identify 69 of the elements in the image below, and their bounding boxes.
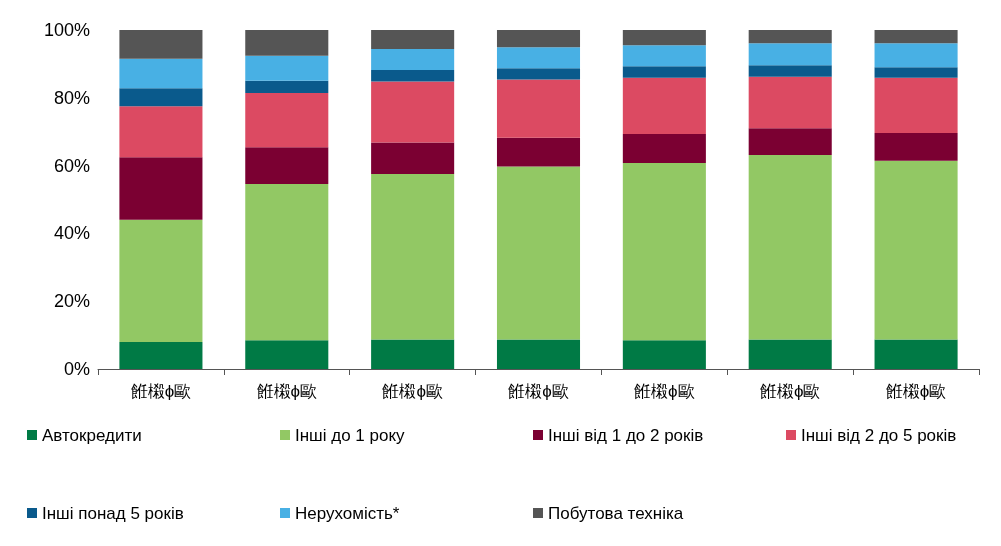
- bar: [119, 157, 203, 220]
- bar: [496, 137, 581, 167]
- bar: [496, 47, 581, 69]
- bar: [748, 155, 832, 340]
- bar: [874, 77, 958, 134]
- bar: [371, 48, 455, 70]
- bar: [119, 341, 203, 369]
- bar: [874, 67, 958, 78]
- bar: [245, 183, 329, 341]
- bar: [245, 147, 329, 184]
- bar: [119, 106, 203, 158]
- bar: [371, 30, 455, 49]
- x-tick-label: 餁樧ϕ歐: [256, 382, 318, 401]
- legend-label: Інші від 1 до 2 років: [548, 425, 704, 445]
- legend-label: Автокредити: [42, 425, 142, 445]
- x-tick-label: 餁樧ϕ歐: [759, 382, 821, 401]
- legend-label: Інші від 2 до 5 років: [801, 425, 957, 445]
- bar: [119, 58, 203, 89]
- bar: [371, 174, 455, 340]
- y-tick-label: 40%: [53, 223, 90, 244]
- legend-label: Інші понад 5 років: [42, 503, 184, 523]
- bar: [874, 160, 958, 340]
- y-tick-label: 0%: [63, 359, 90, 379]
- bar: [622, 77, 706, 135]
- bar: [622, 66, 706, 78]
- x-tick-label: 餁樧ϕ歐: [885, 382, 947, 401]
- bar: [748, 43, 832, 66]
- legend-label: Побутова техніка: [548, 503, 684, 523]
- bar: [622, 340, 706, 369]
- bar: [622, 162, 706, 341]
- bar: [874, 133, 958, 161]
- bar: [748, 65, 832, 77]
- y-tick-label: 20%: [53, 291, 90, 312]
- bar: [245, 55, 329, 81]
- bar: [622, 30, 706, 46]
- bar: [496, 339, 581, 369]
- bar: [874, 30, 958, 44]
- bar: [371, 339, 455, 369]
- legend-label: Нерухомість*: [295, 503, 400, 523]
- x-tick-label: 餁樧ϕ歐: [130, 382, 192, 401]
- y-tick-label: 100%: [43, 20, 90, 40]
- bar: [874, 339, 958, 369]
- y-tick-label: 80%: [53, 87, 90, 108]
- bar: [748, 339, 832, 369]
- y-tick-label: 60%: [53, 155, 90, 176]
- bar: [496, 30, 581, 48]
- x-tick-label: 餁樧ϕ歐: [382, 382, 443, 401]
- bar: [496, 79, 581, 138]
- x-tick-label: 餁樧ϕ歐: [508, 382, 569, 401]
- bar: [371, 142, 455, 175]
- bar: [371, 70, 455, 82]
- legend-label: Інші до 1 року: [295, 425, 406, 445]
- bar: [622, 134, 706, 163]
- bar: [622, 45, 706, 67]
- bar: [245, 30, 329, 56]
- bar: [371, 81, 455, 143]
- bar: [119, 30, 203, 59]
- bar: [245, 340, 329, 369]
- bar: [748, 30, 832, 44]
- bar: [748, 128, 832, 156]
- bar: [748, 76, 832, 129]
- bar: [119, 219, 203, 342]
- bar: [245, 80, 329, 94]
- bar: [119, 88, 203, 107]
- bar: [245, 93, 329, 148]
- bar: [496, 166, 581, 340]
- bar: [496, 68, 581, 80]
- x-tick-label: 餁樧ϕ歐: [634, 382, 695, 401]
- bar: [874, 43, 958, 68]
